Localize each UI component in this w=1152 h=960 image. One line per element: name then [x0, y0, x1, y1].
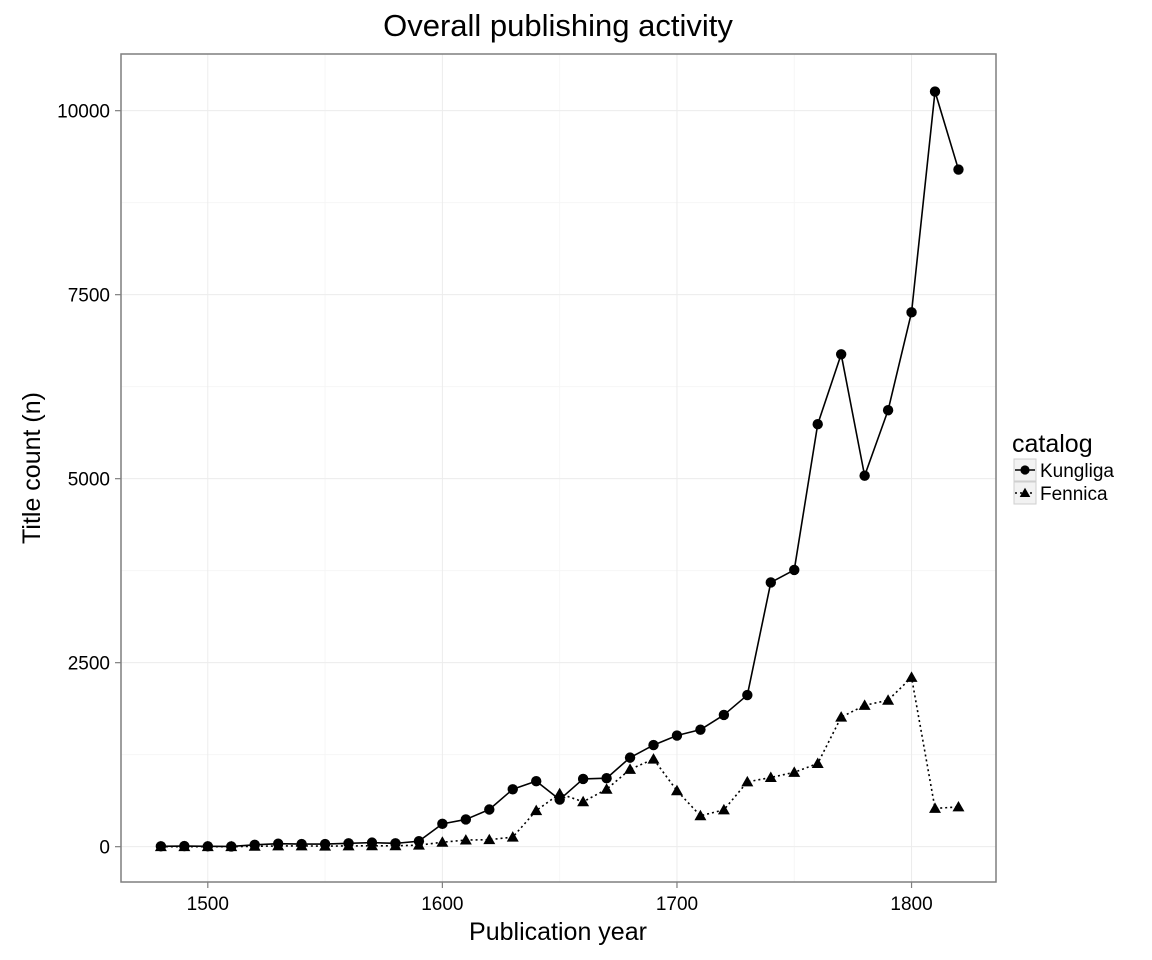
- y-tick-label: 10000: [57, 102, 110, 123]
- data-point-kungliga: [437, 818, 448, 830]
- plot-panel-border: [120, 53, 997, 883]
- y-tick-label: 7500: [68, 286, 110, 307]
- data-point-fennica: [342, 839, 355, 851]
- y-axis-label: Title count (n): [18, 392, 46, 544]
- data-point-fennica: [929, 802, 941, 813]
- data-point-fennica: [459, 834, 472, 845]
- data-point-fennica: [506, 831, 519, 842]
- data-point-kungliga: [718, 709, 730, 721]
- data-point-fennica: [530, 804, 543, 816]
- data-point-fennica: [952, 800, 965, 812]
- data-point-kungliga: [906, 307, 917, 318]
- data-point-fennica: [178, 840, 191, 852]
- legend-label: Kungliga: [1040, 461, 1114, 482]
- y-tick-label: 2500: [68, 654, 110, 675]
- data-point-fennica: [624, 763, 637, 774]
- data-point-kungliga: [835, 349, 847, 360]
- data-point-kungliga: [484, 804, 495, 815]
- x-axis-label: Publication year: [469, 918, 647, 946]
- data-point-fennica: [201, 840, 214, 852]
- data-point-fennica: [553, 787, 566, 799]
- data-point-fennica: [811, 757, 824, 768]
- data-point-kungliga: [695, 724, 706, 735]
- data-point-kungliga: [577, 773, 589, 785]
- legend-title: catalog: [1012, 430, 1093, 458]
- data-point-kungliga: [531, 775, 542, 787]
- x-tick-label: 1600: [421, 894, 463, 915]
- data-point-fennica: [436, 836, 449, 847]
- data-point-fennica: [835, 711, 848, 722]
- data-point-fennica: [154, 840, 167, 852]
- x-tick-label: 1800: [890, 894, 932, 915]
- series-layer: [154, 86, 965, 852]
- data-point-kungliga: [882, 405, 894, 416]
- data-point-fennica: [717, 803, 730, 815]
- legend-item-fennica: Fennica: [1013, 481, 1108, 505]
- y-tick-label: 0: [99, 838, 110, 859]
- data-point-kungliga: [624, 752, 636, 763]
- data-point-fennica: [366, 839, 378, 851]
- axes: 1500 1600 1700 1800 0 2500 5000 7500 10000: [57, 102, 933, 915]
- data-point-kungliga: [601, 773, 612, 784]
- series-fennica: [154, 671, 965, 852]
- data-point-fennica: [295, 839, 308, 851]
- x-tick-label: 1700: [656, 894, 698, 915]
- data-point-kungliga: [648, 739, 659, 751]
- data-point-fennica: [272, 839, 285, 851]
- data-point-kungliga: [812, 419, 823, 430]
- data-point-fennica: [788, 766, 801, 777]
- legend-item-kungliga: Kungliga: [1013, 458, 1114, 482]
- data-point-kungliga: [953, 164, 964, 175]
- data-point-fennica: [600, 783, 613, 794]
- data-point-fennica: [694, 809, 707, 821]
- data-point-kungliga: [859, 470, 870, 481]
- data-point-fennica: [483, 833, 496, 845]
- data-point-fennica: [248, 840, 261, 851]
- data-point-fennica: [389, 839, 402, 851]
- data-point-fennica: [225, 840, 238, 852]
- legend-key-marker: [1020, 465, 1030, 475]
- chart-title: Overall publishing activity: [383, 8, 733, 43]
- data-point-fennica: [882, 694, 895, 705]
- data-point-fennica: [741, 775, 754, 787]
- data-point-fennica: [670, 784, 683, 796]
- data-point-kungliga: [929, 86, 941, 97]
- data-point-kungliga: [460, 814, 472, 825]
- data-point-fennica: [858, 699, 871, 710]
- x-tick-label: 1500: [187, 894, 229, 915]
- data-point-kungliga: [742, 689, 753, 701]
- data-point-fennica: [412, 839, 425, 850]
- y-tick-label: 5000: [68, 470, 110, 491]
- data-point-kungliga: [507, 784, 518, 795]
- series-kungliga: [155, 86, 964, 852]
- legend-key-marker: [1019, 487, 1031, 497]
- legend-label: Fennica: [1040, 484, 1108, 505]
- data-point-fennica: [319, 840, 332, 851]
- data-point-kungliga: [765, 577, 776, 588]
- data-point-fennica: [647, 753, 660, 764]
- data-point-kungliga: [671, 730, 683, 741]
- data-point-kungliga: [789, 564, 800, 576]
- data-point-fennica: [577, 795, 590, 807]
- data-point-fennica: [905, 671, 918, 682]
- data-point-fennica: [764, 771, 777, 782]
